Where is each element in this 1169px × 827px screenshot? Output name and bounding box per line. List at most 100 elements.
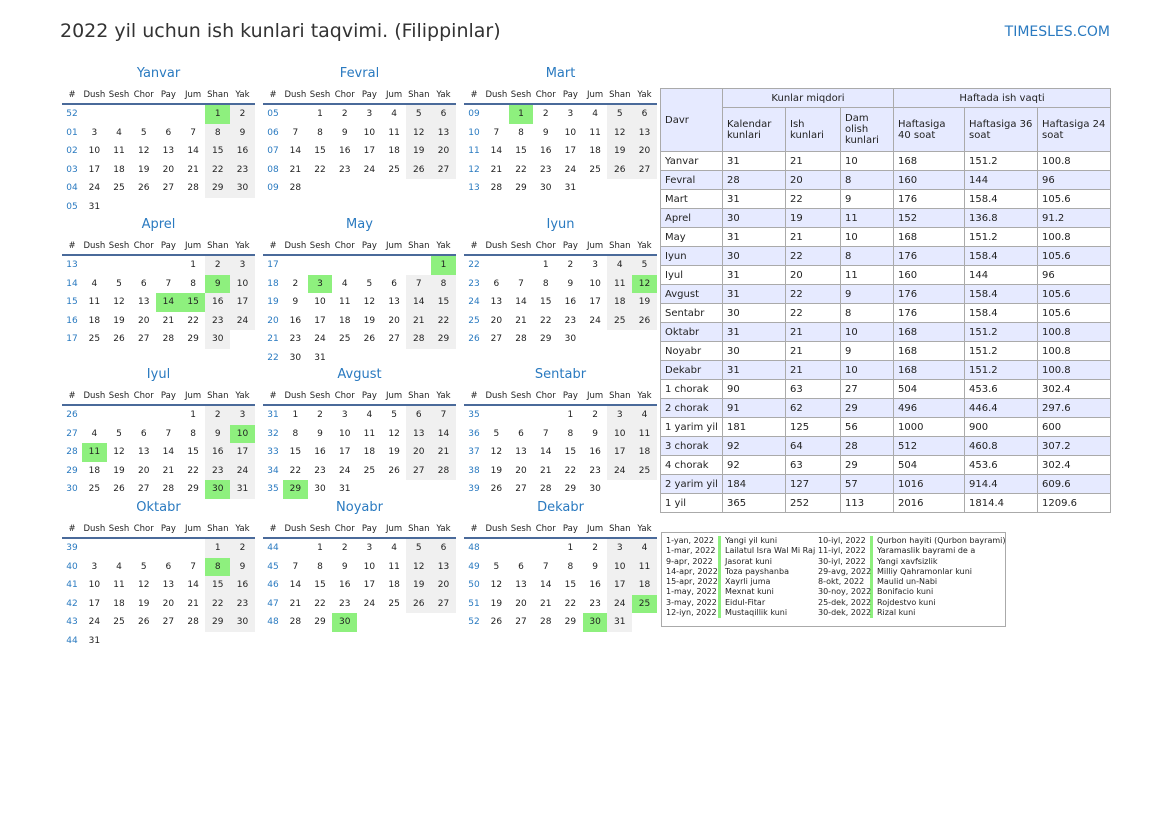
day-cell[interactable]: 21	[406, 311, 432, 331]
day-cell[interactable]: 3	[366, 109, 373, 119]
day-cell[interactable]: 18	[88, 465, 101, 476]
day-cell[interactable]: 22	[314, 598, 326, 609]
day-cell[interactable]: 27	[137, 484, 150, 495]
day-cell[interactable]: 2	[592, 410, 598, 420]
day-cell[interactable]: 21	[515, 315, 527, 326]
day-cell[interactable]: 16	[230, 576, 255, 595]
day-cell[interactable]: 19	[113, 465, 125, 476]
day-cell[interactable]: 5	[140, 561, 147, 572]
day-cell[interactable]: 17	[363, 580, 376, 591]
day-cell[interactable]: 24	[338, 465, 351, 476]
day-cell[interactable]: 3	[307, 274, 333, 294]
day-cell[interactable]: 8	[567, 428, 574, 439]
day-cell[interactable]: 26	[137, 183, 150, 194]
day-cell[interactable]: 17	[589, 297, 601, 308]
day-cell[interactable]: 11	[632, 557, 657, 577]
day-cell[interactable]: 7	[518, 278, 524, 289]
day-cell[interactable]: 26	[113, 484, 125, 495]
day-cell[interactable]: 30	[205, 480, 231, 499]
day-cell[interactable]: 25	[113, 183, 125, 194]
day-cell[interactable]: 20	[162, 164, 175, 175]
day-cell[interactable]: 23	[205, 311, 231, 331]
day-cell[interactable]: 14	[187, 580, 199, 591]
day-cell[interactable]: 26	[607, 160, 633, 180]
day-cell[interactable]: 18	[388, 580, 400, 591]
day-cell[interactable]: 22	[187, 315, 199, 326]
day-cell[interactable]: 24	[363, 164, 376, 175]
day-cell[interactable]: 20	[431, 142, 456, 161]
day-cell[interactable]: 8	[190, 428, 196, 439]
day-cell[interactable]: 5	[391, 410, 397, 420]
day-cell[interactable]: 29	[564, 484, 577, 495]
day-cell[interactable]: 4	[632, 406, 657, 425]
day-cell[interactable]: 15	[205, 576, 231, 595]
day-cell[interactable]: 3	[230, 406, 255, 425]
day-cell[interactable]: 15	[180, 293, 206, 312]
day-cell[interactable]: 12	[113, 447, 125, 458]
day-cell[interactable]: 3	[567, 109, 574, 119]
day-cell[interactable]: 21	[187, 598, 199, 609]
day-cell[interactable]: 20	[431, 576, 456, 595]
day-cell[interactable]: 5	[493, 561, 500, 572]
day-cell[interactable]: 11	[113, 580, 125, 591]
day-cell[interactable]: 1	[292, 410, 299, 420]
day-cell[interactable]: 5	[406, 105, 432, 124]
day-cell[interactable]: 20	[162, 598, 175, 609]
day-cell[interactable]: 5	[366, 278, 373, 289]
day-cell[interactable]: 21	[539, 465, 552, 476]
day-cell[interactable]: 14	[431, 424, 456, 444]
day-cell[interactable]: 23	[338, 598, 351, 609]
day-cell[interactable]: 2	[292, 278, 299, 289]
day-cell[interactable]: 9	[292, 297, 299, 308]
day-cell[interactable]: 5	[607, 105, 633, 124]
day-cell[interactable]: 1	[567, 543, 574, 553]
day-cell[interactable]: 15	[314, 146, 326, 157]
day-cell[interactable]: 10	[607, 424, 633, 444]
day-cell[interactable]: 18	[632, 576, 657, 595]
day-cell[interactable]: 2	[567, 260, 574, 270]
day-cell[interactable]: 19	[490, 465, 503, 476]
day-cell[interactable]: 5	[116, 278, 122, 289]
day-cell[interactable]: 18	[589, 146, 601, 157]
day-cell[interactable]: 27	[515, 617, 527, 628]
day-cell[interactable]: 7	[165, 278, 172, 289]
day-cell[interactable]: 10	[607, 557, 633, 577]
day-cell[interactable]: 16	[338, 580, 351, 591]
day-cell[interactable]: 6	[493, 278, 500, 289]
day-cell[interactable]: 31	[314, 352, 326, 363]
day-cell[interactable]: 24	[607, 461, 633, 481]
day-cell[interactable]: 1	[431, 256, 456, 275]
day-cell[interactable]: 29	[564, 617, 577, 628]
day-cell[interactable]: 16	[564, 297, 577, 308]
day-cell[interactable]: 10	[363, 561, 376, 572]
day-cell[interactable]: 1	[317, 543, 323, 553]
day-cell[interactable]: 28	[162, 484, 175, 495]
day-cell[interactable]: 9	[542, 127, 549, 138]
day-cell[interactable]: 4	[91, 428, 98, 439]
day-cell[interactable]: 25	[113, 617, 125, 628]
day-cell[interactable]: 19	[137, 164, 150, 175]
day-cell[interactable]: 21	[431, 443, 456, 462]
day-cell[interactable]: 4	[366, 410, 373, 420]
day-cell[interactable]: 14	[289, 146, 302, 157]
day-cell[interactable]: 15	[314, 580, 326, 591]
day-cell[interactable]: 6	[518, 561, 524, 572]
day-cell[interactable]: 9	[230, 123, 255, 143]
day-cell[interactable]: 13	[162, 146, 175, 157]
day-cell[interactable]: 22	[314, 164, 326, 175]
day-cell[interactable]: 23	[539, 164, 552, 175]
day-cell[interactable]: 29	[205, 613, 231, 632]
day-cell[interactable]: 7	[165, 428, 172, 439]
day-cell[interactable]: 27	[162, 617, 175, 628]
day-cell[interactable]: 13	[388, 297, 400, 308]
day-cell[interactable]: 22	[187, 465, 199, 476]
day-cell[interactable]: 30	[314, 484, 326, 495]
day-cell[interactable]: 10	[564, 127, 577, 138]
day-cell[interactable]: 1	[190, 410, 196, 420]
day-cell[interactable]: 2	[542, 109, 549, 119]
day-cell[interactable]: 4	[116, 561, 122, 572]
day-cell[interactable]: 13	[406, 424, 432, 444]
day-cell[interactable]: 4	[116, 127, 122, 138]
day-cell[interactable]: 2	[317, 410, 323, 420]
day-cell[interactable]: 17	[607, 443, 633, 462]
